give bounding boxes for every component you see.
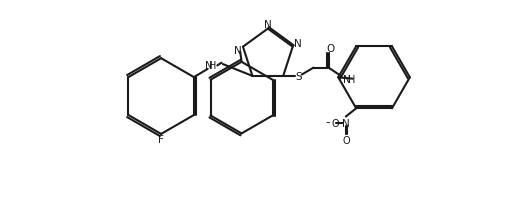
Text: S: S — [295, 72, 302, 82]
Text: H: H — [348, 74, 356, 84]
Text: N: N — [294, 39, 301, 49]
Text: N: N — [234, 46, 242, 56]
Text: N: N — [205, 61, 213, 71]
Text: O: O — [342, 135, 350, 145]
Text: N: N — [342, 119, 350, 129]
Text: F: F — [158, 135, 164, 145]
Text: N: N — [264, 20, 272, 30]
Text: O: O — [331, 119, 339, 129]
Text: H: H — [209, 61, 216, 71]
Text: -: - — [325, 115, 330, 128]
Text: O: O — [326, 43, 334, 53]
Text: N: N — [342, 74, 350, 84]
